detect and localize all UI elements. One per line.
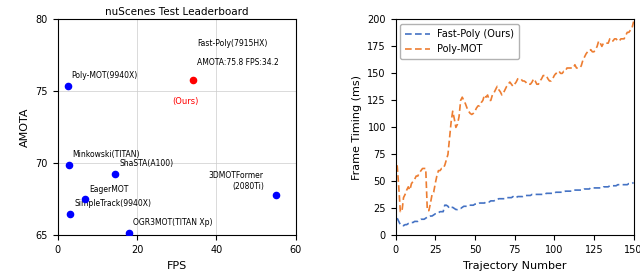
Fast-Poly (Ours) bbox=[518, 195, 526, 198]
Fast-Poly (Ours) bbox=[630, 181, 637, 184]
Text: Fast-Poly(7915HX): Fast-Poly(7915HX) bbox=[197, 39, 268, 48]
Text: EagerMOT: EagerMOT bbox=[90, 185, 129, 194]
Poly-MOT bbox=[590, 50, 598, 53]
Text: SimpleTrack(9940X): SimpleTrack(9940X) bbox=[74, 199, 151, 208]
Fast-Poly (Ours) bbox=[394, 217, 401, 220]
Text: OGR3MOT(TITAN Xp): OGR3MOT(TITAN Xp) bbox=[133, 218, 212, 227]
Fast-Poly (Ours) bbox=[590, 186, 598, 189]
Poly-MOT bbox=[473, 106, 481, 110]
Fast-Poly (Ours) bbox=[473, 202, 481, 206]
Point bbox=[62, 83, 72, 88]
Poly-MOT bbox=[528, 80, 536, 84]
Legend: Fast-Poly (Ours), Poly-MOT: Fast-Poly (Ours), Poly-MOT bbox=[401, 24, 519, 59]
Text: Poly-MOT(9940X): Poly-MOT(9940X) bbox=[72, 71, 138, 80]
Fast-Poly (Ours) bbox=[528, 193, 536, 196]
Text: 3DMOTFormer
(2080Ti): 3DMOTFormer (2080Ti) bbox=[209, 171, 264, 191]
Y-axis label: AMOTA: AMOTA bbox=[20, 108, 30, 147]
Poly-MOT bbox=[518, 79, 526, 83]
Fast-Poly (Ours) bbox=[399, 224, 407, 227]
Point bbox=[271, 193, 281, 197]
Point bbox=[124, 230, 134, 235]
Text: (Ours): (Ours) bbox=[172, 97, 198, 106]
X-axis label: Trajectory Number: Trajectory Number bbox=[463, 261, 566, 271]
Poly-MOT bbox=[397, 210, 404, 213]
Poly-MOT bbox=[558, 72, 566, 75]
Title: nuScenes Test Leaderboard: nuScenes Test Leaderboard bbox=[105, 7, 248, 17]
Fast-Poly (Ours) bbox=[488, 199, 496, 202]
Y-axis label: Frame Timing (ms): Frame Timing (ms) bbox=[352, 75, 362, 180]
Point bbox=[63, 163, 74, 167]
Line: Fast-Poly (Ours): Fast-Poly (Ours) bbox=[397, 183, 634, 226]
Poly-MOT bbox=[488, 93, 496, 97]
Poly-MOT bbox=[630, 20, 637, 23]
Point bbox=[110, 171, 120, 176]
Text: ShaSTA(A100): ShaSTA(A100) bbox=[119, 159, 173, 168]
Text: Minkowski(TITAN): Minkowski(TITAN) bbox=[73, 150, 140, 159]
Point bbox=[65, 212, 76, 216]
Line: Poly-MOT: Poly-MOT bbox=[397, 22, 634, 212]
Text: AMOTA:75.8 FPS:34.2: AMOTA:75.8 FPS:34.2 bbox=[197, 58, 279, 67]
X-axis label: FPS: FPS bbox=[166, 261, 187, 271]
Point bbox=[188, 78, 198, 82]
Fast-Poly (Ours) bbox=[558, 191, 566, 194]
Poly-MOT bbox=[394, 163, 401, 167]
Point bbox=[80, 197, 90, 202]
